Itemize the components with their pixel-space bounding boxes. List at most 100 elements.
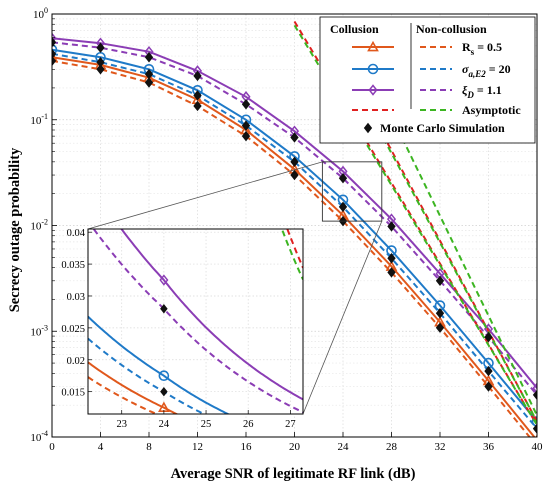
x-tick-label: 20 [289,441,301,453]
legend-header-non-collusion: Non-collusion [416,22,487,36]
legend-label-monte-carlo: Monte Carlo Simulation [380,121,505,135]
zoom-connector-left [87,161,323,230]
series-line-8 [293,24,537,426]
series-marker-11 [241,120,251,131]
series-marker-11 [338,201,348,213]
inset-y-tick-label: 0.025 [61,324,85,335]
inset-x-tick-label: 27 [285,419,296,430]
inset-marker-4 [159,274,169,286]
inset-x-tick-label: 25 [201,419,212,430]
series-line-0 [52,56,536,437]
series-marker-11 [435,275,445,286]
inset-series-line-4 [120,229,303,401]
series-marker-11 [484,331,493,343]
inset-series-line-2 [88,315,231,414]
x-tick-label: 12 [192,441,203,453]
series-marker-11 [290,132,299,143]
series-marker-11 [290,156,299,168]
series-marker-11 [193,90,202,101]
inset-frame [87,228,304,415]
inset-y-tick-label: 0.035 [61,260,85,271]
legend-label-value: = 0.5 [474,40,502,54]
legend-label-main: R [462,40,471,54]
legend-box [319,16,536,144]
inset-x-tick-label: 24 [159,419,170,430]
zoom-connector-right [302,220,383,415]
x-tick-label: 16 [241,441,253,453]
series-marker-0 [52,51,58,62]
inset-x-tick-label: 26 [243,419,254,430]
inset-y-tick-label: 0.04 [67,228,86,239]
inset-y-tick-label: 0.02 [67,356,85,367]
x-tick-label: 28 [386,441,398,453]
zoom-region-box [87,161,383,415]
legend-label-value: = 1.1 [474,83,502,97]
legend-marker-0 [367,40,379,52]
series-marker-11 [387,253,396,264]
inset-y-tick-label: 0.03 [67,292,85,303]
series-marker-4 [532,382,537,394]
legend-label-sub: D [466,90,474,100]
series-marker-11 [241,130,251,142]
legend-marker-2 [368,84,378,96]
series-marker-11 [338,173,348,184]
inset-plot-area: 23 24 25 26 27 0.015 0.02 0.025 0.03 0.035 0.04 [61,228,304,430]
series-marker-11 [387,221,396,232]
legend: Collusion Non-collusion Rs = 0.5 σa,E2 = 20… [319,16,536,144]
inset-marker-11 [160,304,168,314]
y-tick-exponent: -1 [41,112,48,121]
legend-label-value: = 20 [486,62,511,76]
legend-marker-1 [367,63,379,75]
x-tick-label: 24 [338,441,350,453]
legend-label-main: σ [462,62,469,76]
x-tick-label: 8 [146,441,152,453]
legend-label-sub: s [471,47,475,57]
legend-label-main: Asymptotic [462,103,521,117]
legend-header-collusion: Collusion [330,22,379,36]
inset-series-group [88,229,303,414]
series-marker-4 [52,32,57,44]
legend-mc-marker [363,122,373,134]
y-tick-exponent: -2 [41,218,48,227]
series-line-3 [52,52,537,430]
series-marker-2 [531,416,537,427]
series-marker-2 [52,44,58,55]
inset-x-tick-label: 23 [116,419,127,430]
x-axis-label: Average SNR of legitimate RF link (dB) [171,466,416,482]
y-tick-exponent: -3 [41,323,48,332]
series-marker-11 [435,308,445,319]
series-marker-11 [96,57,105,68]
series-marker-11 [241,99,251,110]
zoom-source-rect [321,161,383,222]
series-marker-11 [144,68,154,80]
x-tick-label: 32 [435,441,446,453]
inset-series-line-3 [88,337,207,414]
legend-label-sub: a,E2 [468,69,486,79]
series-line-6 [293,20,537,426]
series-line-2 [52,48,537,423]
legend-label-1: σa,E2 = 20 [462,62,511,79]
legend-label-3: Asymptotic [462,103,521,117]
series-marker-11 [484,381,493,392]
x-tick-label: 0 [49,441,55,453]
y-axis-label: Secrecy outage probability [7,147,23,312]
inset-background [88,229,303,414]
series-group [52,20,537,437]
legend-label-2: ξD = 1.1 [462,83,502,100]
series-marker-11 [435,322,445,333]
inset-series-line-0 [88,361,179,414]
x-tick-label: 36 [483,441,495,453]
inset-series-line-5 [92,229,303,414]
y-tick-exponent: -4 [41,429,48,438]
series-marker-11 [387,267,396,278]
series-marker-11 [193,100,202,112]
series-marker-11 [290,169,299,181]
series-marker-11 [193,70,202,82]
y-tick-exponent: 0 [44,6,48,15]
legend-label-0: Rs = 0.5 [462,40,502,57]
x-tick-label: 40 [532,441,544,453]
series-marker-11 [96,64,105,75]
series-marker-11 [52,37,57,48]
series-marker-11 [144,52,154,63]
